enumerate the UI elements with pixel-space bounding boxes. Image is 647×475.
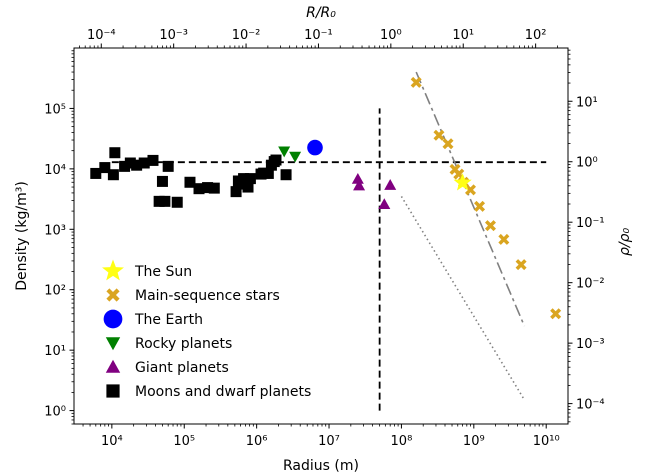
point-main-sequence-stars	[465, 184, 477, 196]
right-tick-label: 10⁻⁴	[576, 398, 605, 413]
legend-marker-main-sequence-stars	[106, 288, 120, 302]
x-tick-label: 10⁷	[318, 434, 340, 449]
point-moons-and-dwarf-planets	[159, 195, 171, 207]
y-tick-label: 10⁵	[44, 102, 66, 117]
point-giant-planets	[384, 179, 397, 190]
x-tick-label: 10⁹	[463, 434, 485, 449]
point-main-sequence-stars	[474, 200, 486, 212]
point-moons-and-dwarf-planets	[99, 162, 111, 174]
point-giant-planets	[353, 179, 366, 191]
point-main-sequence-stars	[550, 308, 562, 320]
point-moons-and-dwarf-planets	[162, 160, 174, 172]
point-moons-and-dwarf-planets	[156, 175, 168, 187]
point-moons-and-dwarf-planets	[107, 169, 119, 181]
right-tick-label: 10¹	[576, 95, 598, 110]
legend-marker-moons-and-dwarf-planets	[106, 384, 120, 398]
y-tick-label: 10³	[44, 223, 66, 238]
y-tick-label: 10²	[44, 284, 66, 299]
point-moons-and-dwarf-planets	[193, 183, 205, 195]
top-tick-label: 10⁻³	[159, 28, 188, 43]
legend-label-main-sequence-stars: Main-sequence stars	[135, 288, 280, 304]
y-tick-label: 10⁴	[44, 163, 66, 178]
point-moons-and-dwarf-planets	[262, 167, 274, 179]
point-main-sequence-stars	[433, 129, 445, 141]
point-the-sun	[453, 173, 472, 191]
point-moons-and-dwarf-planets	[208, 182, 220, 194]
legend-label-rocky-planets: Rocky planets	[135, 336, 232, 352]
point-the-earth	[307, 139, 323, 156]
point-moons-and-dwarf-planets	[138, 157, 150, 169]
right-tick-label: 10⁻²	[576, 277, 605, 292]
reference-lines	[111, 71, 547, 411]
point-main-sequence-stars	[515, 259, 527, 271]
y-tick-label: 10⁰	[44, 405, 66, 420]
x-tick-label: 10¹⁰	[533, 434, 560, 449]
top-tick-label: 10⁰	[380, 28, 402, 43]
point-moons-and-dwarf-planets	[242, 181, 254, 193]
point-rocky-planets	[289, 151, 302, 163]
point-rocky-planets	[278, 146, 291, 158]
point-giant-planets	[351, 172, 364, 184]
point-moons-and-dwarf-planets	[119, 160, 131, 172]
legend-label-the-sun: The Sun	[134, 264, 192, 280]
top-tick-label: 10²	[525, 28, 547, 43]
x-tick-label: 10⁸	[391, 434, 413, 449]
legend-label-giant-planets: Giant planets	[135, 360, 229, 376]
top-tick-label: 10⁻¹	[304, 28, 333, 43]
top-axis-label: R/R₀	[306, 5, 336, 21]
point-moons-and-dwarf-planets	[202, 182, 214, 194]
top-tick-label: 10⁻⁴	[87, 28, 116, 43]
point-moons-and-dwarf-planets	[171, 196, 183, 208]
point-main-sequence-stars	[484, 220, 496, 232]
right-tick-label: 10⁰	[576, 156, 598, 171]
point-moons-and-dwarf-planets	[131, 159, 143, 171]
point-moons-and-dwarf-planets	[280, 169, 292, 181]
legend-marker-the-sun	[102, 259, 124, 281]
point-main-sequence-stars	[442, 138, 454, 150]
point-moons-and-dwarf-planets	[270, 154, 282, 166]
right-axis-label: ρ/ρ₀	[617, 228, 633, 256]
point-moons-and-dwarf-planets	[90, 167, 102, 179]
point-moons-and-dwarf-planets	[109, 147, 121, 159]
y-axis-label: Density (kg/m³)	[14, 181, 30, 291]
top-tick-label: 10¹	[452, 28, 474, 43]
x-axis-label: Radius (m)	[283, 458, 359, 474]
point-moons-and-dwarf-planets	[153, 195, 165, 207]
point-moons-and-dwarf-planets	[147, 154, 159, 166]
point-moons-and-dwarf-planets	[184, 176, 196, 188]
top-tick-label: 10⁻²	[232, 28, 261, 43]
point-moons-and-dwarf-planets	[244, 173, 256, 185]
legend: The Sun Main-sequence stars The Earth Rocky…	[102, 259, 311, 400]
legend-marker-rocky-planets	[105, 337, 121, 351]
right-tick-label: 10⁻³	[576, 337, 605, 352]
data-marks	[90, 76, 562, 320]
x-tick-label: 10⁵	[173, 434, 195, 449]
point-moons-and-dwarf-planets	[230, 186, 242, 198]
point-main-sequence-stars	[498, 233, 510, 245]
minor-ticks	[71, 45, 571, 427]
point-moons-and-dwarf-planets	[124, 157, 136, 169]
legend-marker-the-earth	[103, 309, 123, 329]
axis-ticks: 10⁴ 10⁵ 10⁶ 10⁷ 10⁸ 10⁹ 10¹⁰ 10⁻⁴ 10⁻³ 10⁻² 10⁻¹ 10…	[44, 28, 604, 449]
legend-label-moons-and-dwarf-planets: Moons and dwarf planets	[135, 384, 311, 400]
x-tick-label: 10⁴	[101, 434, 123, 449]
reference-line-dotted	[400, 196, 526, 401]
legend-label-the-earth: The Earth	[134, 312, 203, 328]
legend-marker-giant-planets	[105, 359, 121, 373]
x-tick-label: 10⁶	[246, 434, 268, 449]
point-giant-planets	[378, 198, 391, 210]
right-tick-label: 10⁻¹	[576, 216, 605, 231]
point-main-sequence-stars	[410, 76, 422, 88]
y-tick-label: 10¹	[44, 344, 66, 359]
reference-line-dashdot	[415, 71, 526, 327]
